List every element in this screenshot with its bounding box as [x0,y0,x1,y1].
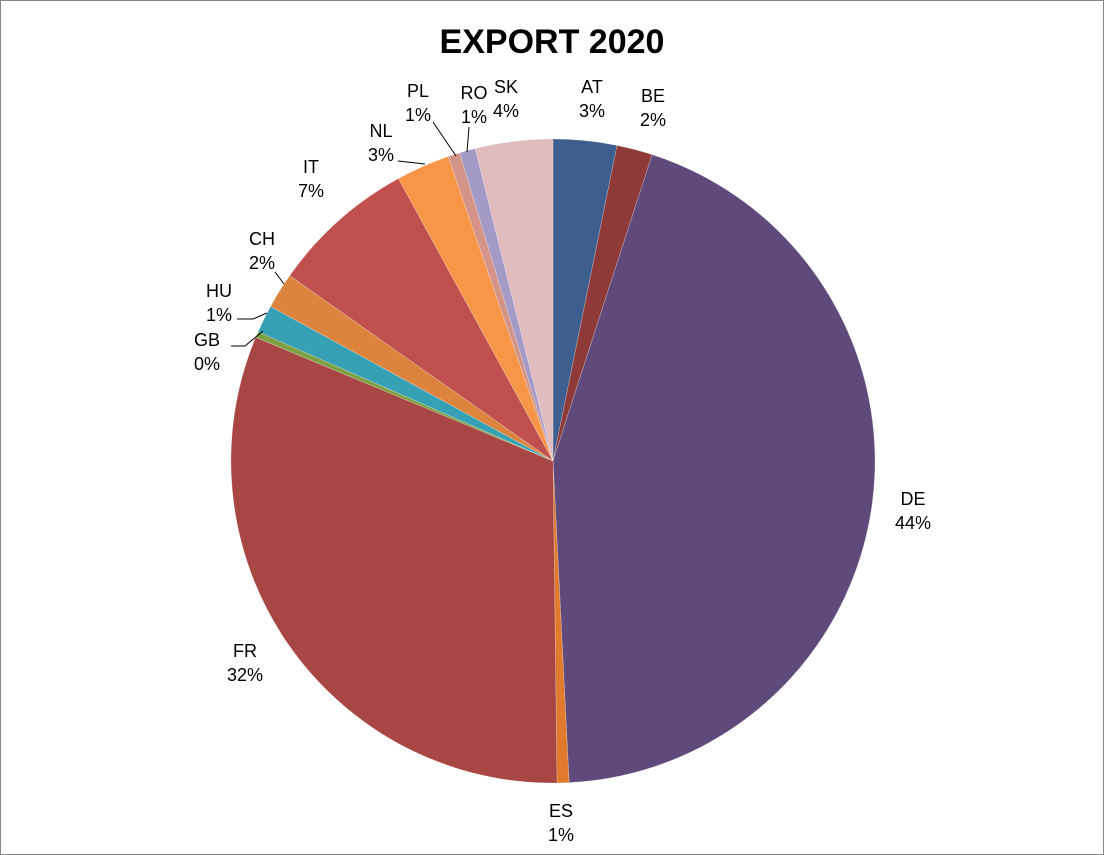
slice-label-nl: NL [369,121,392,141]
pie-slice-pl [447,152,554,462]
pie-slice-hu [257,306,554,462]
leader-line-ro [466,126,470,153]
slice-percent-pl: 1% [405,105,431,125]
slice-percent-ro: 1% [461,107,487,127]
slice-percent-nl: 3% [368,145,394,165]
slice-percent-de: 44% [895,513,931,533]
pie-slices [230,138,876,784]
slice-label-sk: SK [494,77,518,97]
pie-slice-fr [230,336,558,784]
leader-lines [231,121,470,347]
slice-label-de: DE [900,489,925,509]
pie-slice-ch [270,275,554,462]
slice-percent-fr: 32% [227,665,263,685]
slice-percent-it: 7% [298,181,324,201]
leader-line-pl [432,121,457,157]
chart-title: EXPORT 2020 [440,23,665,61]
slice-label-it: IT [303,157,319,177]
slice-label-be: BE [641,86,665,106]
pie-slice-de [552,154,876,783]
slice-label-hu: HU [206,281,232,301]
pie-slice-sk [474,138,554,462]
slice-label-gb: GB [194,330,220,350]
slice-label-pl: PL [407,81,429,101]
slice-percent-ch: 2% [249,253,275,273]
slice-label-at: AT [581,77,603,97]
leader-line-gb [231,330,264,347]
slice-label-ro: RO [461,83,488,103]
leader-line-nl [397,160,426,165]
pie-slice-be [552,145,653,462]
slice-percent-at: 3% [579,101,605,121]
slice-percent-gb: 0% [194,354,220,374]
pie-slice-it [289,178,554,462]
pie-slice-at [552,138,618,462]
slice-label-ch: CH [249,229,275,249]
slice-label-es: ES [549,801,573,821]
pie-slice-nl [398,156,554,462]
leader-line-ch [274,271,285,285]
pie-slice-es [552,460,570,784]
slice-percent-sk: 4% [493,101,519,121]
slice-percent-es: 1% [548,825,574,845]
data-labels: AT 3% BE 2% DE 44% ES 1% FR 32% GB 0% HU 1% CH 2% IT 7% NL… [194,77,931,845]
slice-percent-hu: 1% [206,305,232,325]
leader-line-hu [237,312,268,320]
slice-percent-be: 2% [640,110,666,130]
slice-label-fr: FR [233,641,257,661]
